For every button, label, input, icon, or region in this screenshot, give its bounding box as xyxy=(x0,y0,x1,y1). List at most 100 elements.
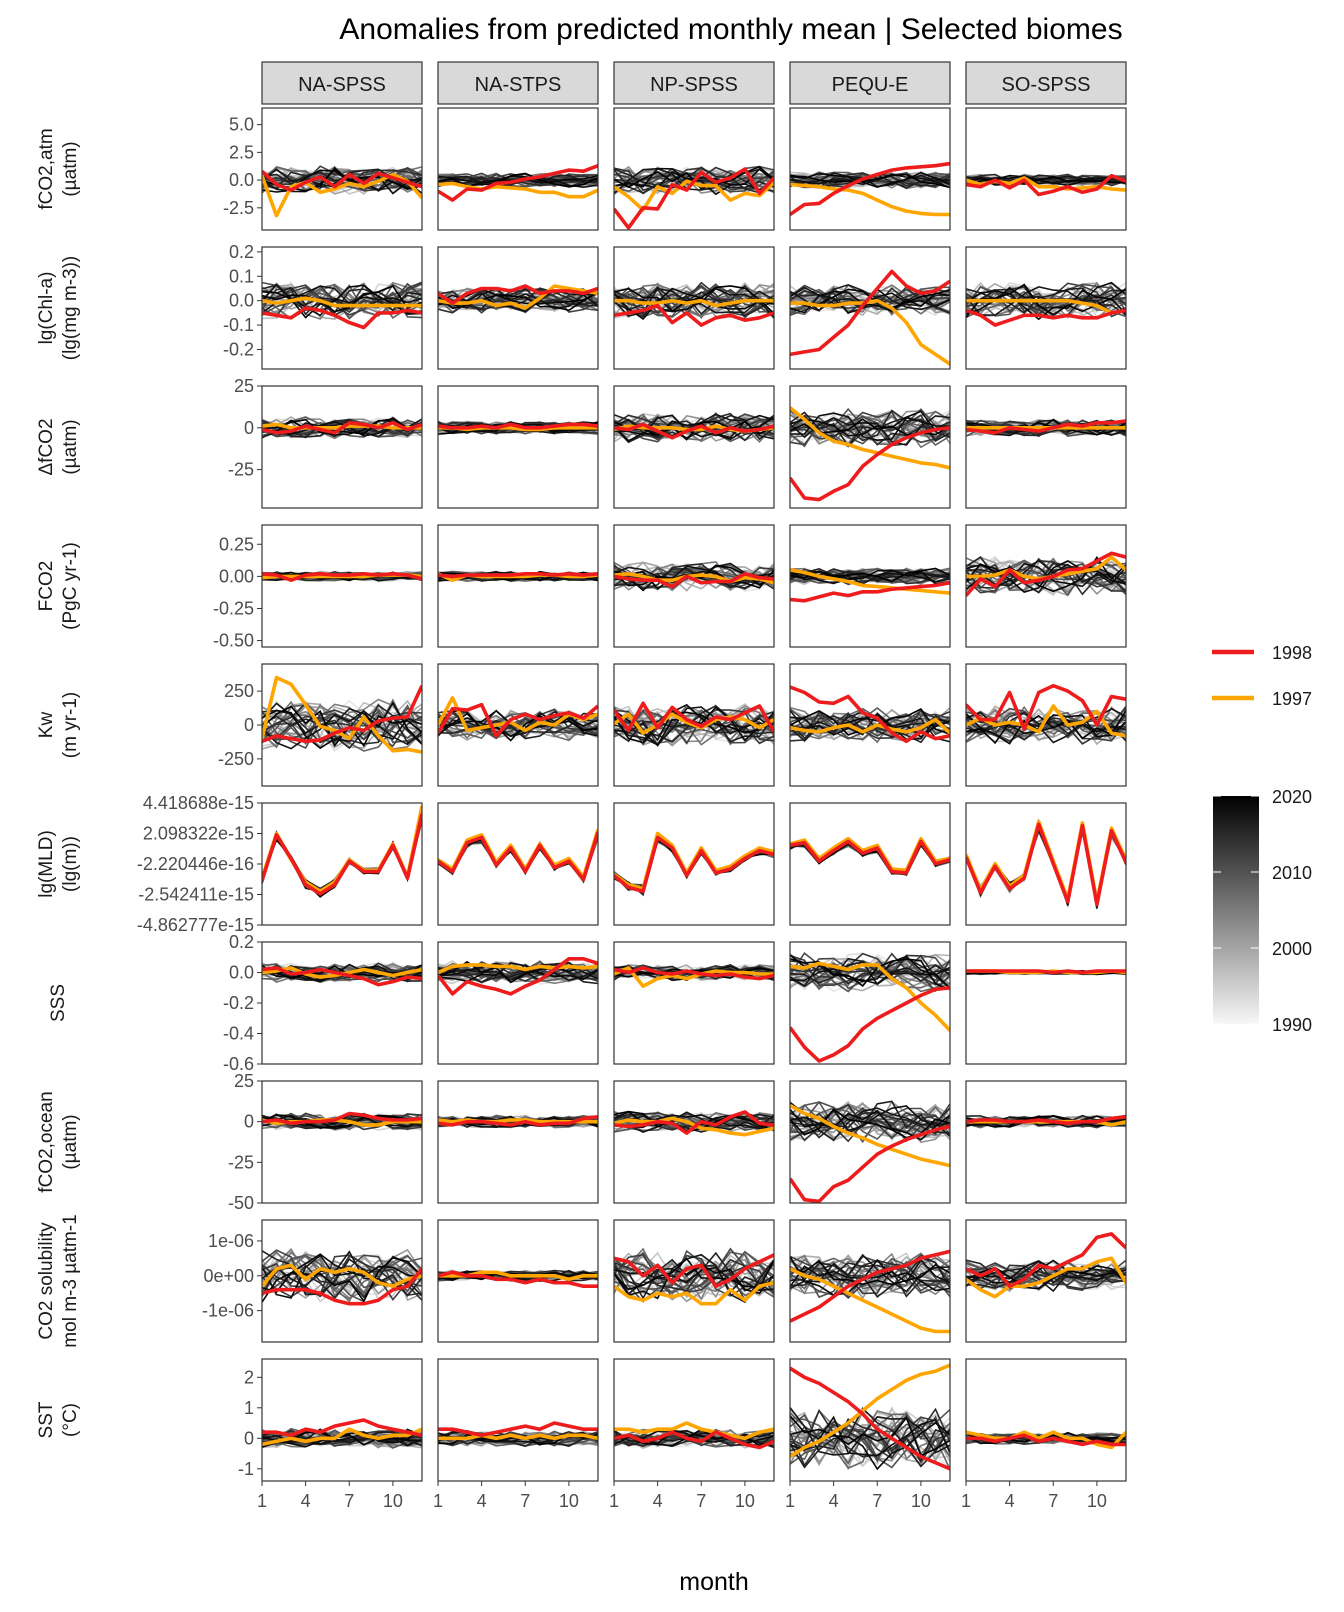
y-tick-label: 2.098322e-15 xyxy=(143,824,254,844)
panel-border xyxy=(613,385,775,509)
year-line-2012 xyxy=(790,713,950,737)
row-label-7: fCO2,ocean (µatm) xyxy=(36,1091,81,1192)
panel-border xyxy=(437,802,599,926)
panel-3-1 xyxy=(437,524,599,648)
series-1997-line xyxy=(790,182,950,217)
panel-7-3 xyxy=(789,1080,951,1204)
year-line-2005 xyxy=(790,414,950,449)
y-tick-label: 2.5 xyxy=(229,142,254,162)
panel-lines xyxy=(438,570,598,583)
panel-border xyxy=(789,1358,951,1482)
y-tick-label: 0e+00 xyxy=(203,1266,254,1286)
series-1997-line xyxy=(790,961,950,1032)
year-line-2020 xyxy=(790,1108,950,1139)
year-line-2005 xyxy=(614,707,774,746)
series-1998-line xyxy=(790,426,950,502)
year-line-2020 xyxy=(790,173,950,189)
series-1997-line xyxy=(262,1263,422,1288)
y-tick-label: 5.0 xyxy=(229,115,254,135)
panel-border xyxy=(965,524,1127,648)
x-tick-label: 4 xyxy=(829,1491,839,1511)
panel-9-3 xyxy=(789,1358,951,1482)
year-line-2016 xyxy=(614,1258,774,1300)
panel-border xyxy=(965,941,1127,1065)
x-tick-label: 7 xyxy=(1048,1491,1058,1511)
year-line-2020 xyxy=(614,1110,774,1133)
series-1998-line xyxy=(966,173,1126,197)
panel-lines xyxy=(790,567,950,603)
panel-border xyxy=(613,941,775,1065)
panel-3-3 xyxy=(789,524,951,648)
year-line-2017 xyxy=(966,286,1126,316)
y-tick-label: -2.542411e-15 xyxy=(138,885,254,905)
panel-7-1 xyxy=(437,1080,599,1204)
y-tick-label: -0.2 xyxy=(223,339,254,359)
panel-border xyxy=(613,246,775,370)
y-tick-label: -0.25 xyxy=(213,598,254,618)
panel-background xyxy=(966,386,1126,508)
year-line-2019 xyxy=(790,410,950,437)
panel-lines xyxy=(614,831,774,897)
panel-2-3 xyxy=(789,385,951,509)
panel-background xyxy=(262,803,422,925)
panel-2-0 xyxy=(261,385,423,509)
year-line-2017 xyxy=(790,415,950,446)
series-1998-line xyxy=(262,571,422,583)
series-1998-line xyxy=(262,813,422,896)
row-label-line: (PgC yr-1) xyxy=(60,542,81,630)
series-1997-line xyxy=(790,717,950,735)
panel-5-0 xyxy=(261,802,423,926)
year-line-2018 xyxy=(262,709,422,750)
panel-border xyxy=(789,246,951,370)
row-label-line: fCO2,atm xyxy=(36,128,57,209)
year-line-2020 xyxy=(966,1115,1126,1128)
year-line-2012 xyxy=(966,557,1126,594)
strip-label: PEQU-E xyxy=(832,74,909,96)
year-line-2020 xyxy=(614,711,774,744)
year-line-2003 xyxy=(262,698,422,748)
panel-2-2 xyxy=(613,385,775,509)
panel-lines xyxy=(262,675,422,754)
series-1998-line xyxy=(614,422,774,440)
row-label-line: (µatm) xyxy=(60,141,81,196)
colorbar-label-2010: 2010 xyxy=(1272,863,1312,883)
row-label-line: fCO2,ocean xyxy=(36,1091,57,1192)
series-1998-line xyxy=(614,1430,774,1450)
panel-background xyxy=(966,1359,1126,1481)
series-1998-line xyxy=(790,581,950,603)
row-label-line: (µatm) xyxy=(60,419,81,474)
x-tick-label: 1 xyxy=(257,1491,267,1511)
y-tick-label: 4.418688e-15 xyxy=(143,793,254,813)
strip-NA-SPSS xyxy=(261,61,423,105)
year-line-2017 xyxy=(966,1265,1126,1293)
series-1998-line xyxy=(790,1124,950,1203)
panel-border xyxy=(261,1219,423,1343)
year-line-2020 xyxy=(966,175,1126,186)
row-label-9: SST (°C) xyxy=(36,1401,81,1438)
panel-border xyxy=(789,524,951,648)
y-tick-label: 0 xyxy=(244,418,254,438)
panel-background xyxy=(262,1359,422,1481)
panel-background xyxy=(438,525,598,647)
panel-1-2 xyxy=(613,246,775,370)
y-tick-label: 25 xyxy=(234,1071,254,1091)
row-label-line: (°C) xyxy=(60,1403,81,1437)
panel-2-1 xyxy=(437,385,599,509)
year-line-2005 xyxy=(614,283,774,318)
panel-background xyxy=(614,386,774,508)
colorbar-label-1990: 1990 xyxy=(1272,1015,1312,1035)
panel-border xyxy=(789,385,951,509)
panel-background xyxy=(614,942,774,1064)
strip-SO-SPSS xyxy=(965,61,1127,105)
panel-background xyxy=(438,386,598,508)
year-line-2015 xyxy=(614,563,774,590)
panel-lines xyxy=(262,416,422,440)
year-line-2019 xyxy=(790,955,950,989)
panel-border xyxy=(437,663,599,787)
panel-background xyxy=(614,1359,774,1481)
row-label-3: FCO2 (PgC yr-1) xyxy=(36,542,81,630)
y-tick-label: -50 xyxy=(228,1193,254,1213)
year-line-2016 xyxy=(790,710,950,743)
year-line-2020 xyxy=(966,283,1126,319)
panel-border xyxy=(965,663,1127,787)
